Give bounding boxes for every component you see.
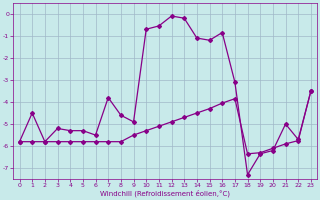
X-axis label: Windchill (Refroidissement éolien,°C): Windchill (Refroidissement éolien,°C) (100, 190, 230, 197)
